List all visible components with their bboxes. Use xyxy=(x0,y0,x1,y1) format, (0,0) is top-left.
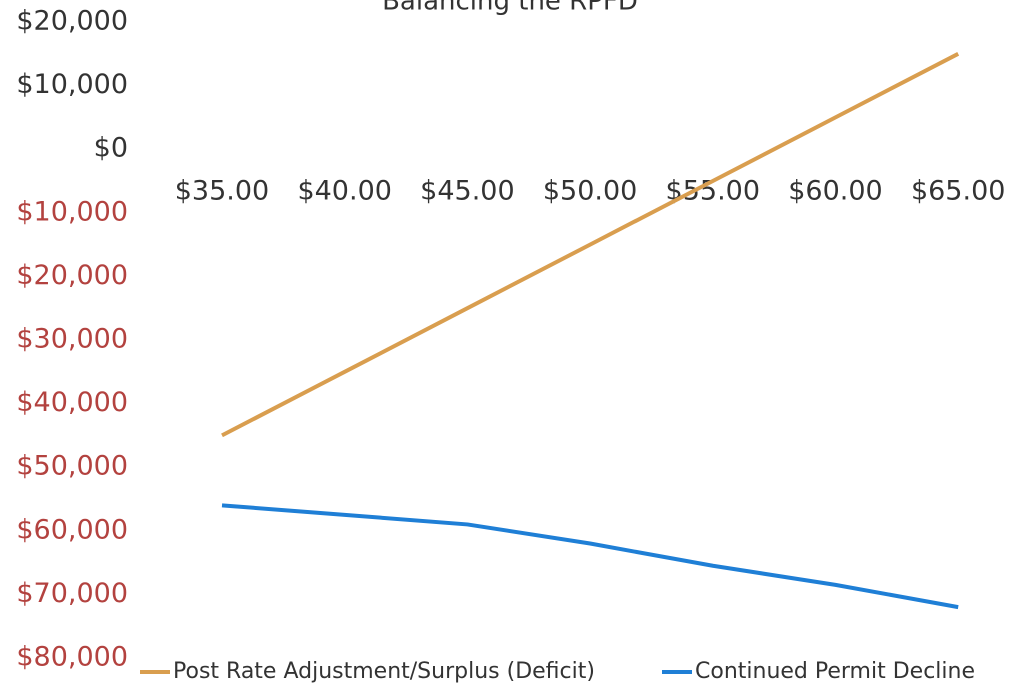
y-tick-label: $50,000 xyxy=(16,451,128,482)
series-line xyxy=(221,52,960,438)
y-tick-label: $20,000 xyxy=(16,260,128,291)
x-tick-label: $65.00 xyxy=(911,176,1005,207)
chart-title: Balancing the RPFD xyxy=(382,0,638,17)
legend-label: Continued Permit Decline xyxy=(695,659,975,684)
y-tick-label: $10,000 xyxy=(16,69,128,100)
x-tick-label: $35.00 xyxy=(175,176,269,207)
y-tick-label: $70,000 xyxy=(16,578,128,609)
x-tick-label: $60.00 xyxy=(788,176,882,207)
y-tick-label: $0 xyxy=(94,133,128,164)
y-tick-label: $40,000 xyxy=(16,387,128,418)
y-tick-label: $20,000 xyxy=(16,6,128,37)
legend-label: Post Rate Adjustment/Surplus (Deficit) xyxy=(173,659,595,684)
x-tick-label: $45.00 xyxy=(420,176,514,207)
y-tick-label: $10,000 xyxy=(16,196,128,227)
y-tick-label: $80,000 xyxy=(16,642,128,673)
series-line xyxy=(221,503,959,610)
x-tick-label: $50.00 xyxy=(543,176,637,207)
y-tick-label: $60,000 xyxy=(16,514,128,545)
y-tick-label: $30,000 xyxy=(16,324,128,355)
x-tick-label: $40.00 xyxy=(297,176,391,207)
